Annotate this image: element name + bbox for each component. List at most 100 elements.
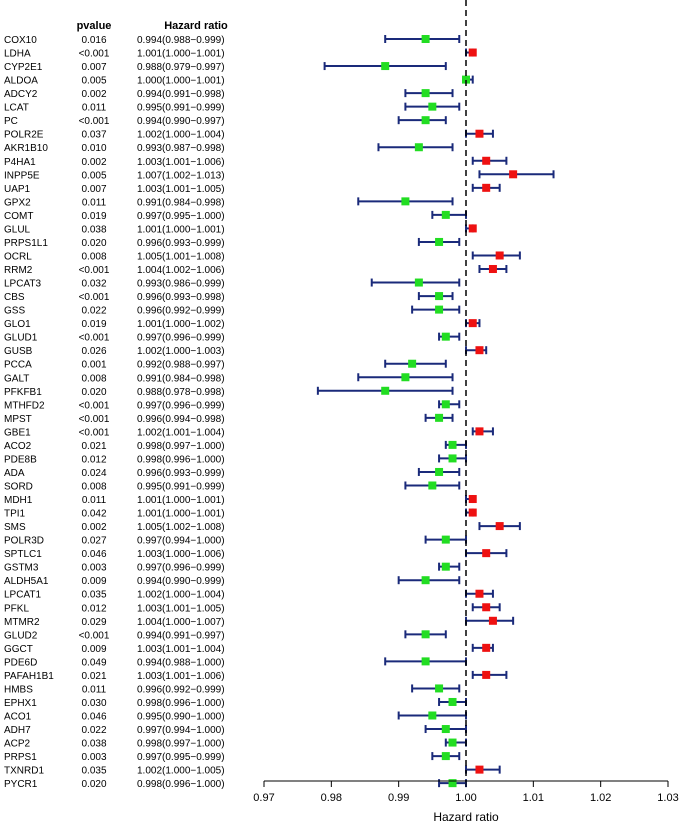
hazard-ratio-point	[495, 251, 504, 260]
hazard-ratio-label: 0.993(0.986−0.999)	[137, 279, 225, 290]
forest-row: ADH7 0.022 0.997(0.994−1.000)	[4, 725, 467, 736]
pvalue-label: 0.022	[81, 306, 106, 317]
hazard-ratio-label: 1.001(1.000−1.001)	[137, 49, 225, 60]
hazard-ratio-label: 0.994(0.991−0.998)	[137, 89, 225, 100]
pvalue-label: 0.002	[81, 522, 106, 533]
gene-label: SPTLC1	[4, 549, 42, 560]
pvalue-label: 0.009	[81, 576, 106, 587]
hazard-ratio-label: 0.988(0.978−0.998)	[137, 387, 225, 398]
forest-row: GGCT 0.009 1.003(1.001−1.004)	[4, 643, 494, 655]
hazard-ratio-label: 1.005(1.002−1.008)	[137, 522, 225, 533]
pvalue-label: 0.003	[81, 563, 106, 574]
hazard-ratio-label: 0.997(0.994−1.000)	[137, 725, 225, 736]
forest-row: RRM2 <0.001 1.004(1.002−1.006)	[4, 265, 508, 276]
hazard-ratio-label: 0.992(0.988−0.997)	[137, 360, 225, 371]
hazard-ratio-label: 1.003(1.001−1.006)	[137, 157, 225, 168]
forest-row: COMT 0.019 0.997(0.995−1.000)	[4, 210, 467, 222]
gene-label: ACO2	[4, 441, 32, 452]
forest-row: PC <0.001 0.994(0.990−0.997)	[4, 116, 447, 127]
hazard-ratio-point	[468, 224, 477, 233]
pvalue-label: 0.002	[81, 89, 106, 100]
pvalue-label: 0.027	[81, 536, 106, 547]
pvalue-label: 0.007	[81, 62, 106, 73]
pvalue-label: 0.035	[81, 590, 106, 601]
pvalue-label: 0.046	[81, 712, 106, 723]
hazard-ratio-point	[441, 562, 450, 571]
hazard-ratio-label: 0.998(0.997−1.000)	[137, 739, 225, 750]
hazard-ratio-point	[435, 467, 444, 476]
hazard-ratio-point	[435, 292, 444, 301]
hazard-ratio-point	[475, 427, 484, 436]
x-tick-label: 0.99	[388, 792, 409, 804]
hazard-ratio-point	[448, 454, 457, 463]
gene-label: GPX2	[4, 197, 31, 208]
hazard-ratio-point	[414, 143, 423, 152]
hazard-ratio-point	[482, 670, 491, 679]
gene-label: LCAT	[4, 103, 29, 114]
hazard-ratio-point	[468, 495, 477, 504]
pvalue-label: <0.001	[79, 49, 110, 60]
pvalue-label: 0.012	[81, 603, 106, 614]
forest-row: P4HA1 0.002 1.003(1.001−1.006)	[4, 156, 508, 168]
pvalue-label: 0.049	[81, 657, 106, 668]
forest-row: GLUL 0.038 1.001(1.000−1.001)	[4, 224, 477, 235]
gene-label: UAP1	[4, 184, 31, 195]
x-axis-label: Hazard ratio	[433, 810, 499, 824]
gene-label: POLR3D	[4, 536, 44, 547]
hazard-ratio-column-header: Hazard ratio	[164, 20, 228, 32]
pvalue-label: 0.020	[81, 779, 106, 790]
gene-label: SMS	[4, 522, 26, 533]
forest-row: PRPS1 0.003 0.997(0.995−0.999)	[4, 752, 461, 763]
hazard-ratio-point	[462, 75, 470, 84]
hazard-ratio-label: 1.002(1.001−1.004)	[137, 427, 225, 438]
forest-row: GLO1 0.019 1.001(1.000−1.002)	[4, 319, 481, 330]
gene-label: GBE1	[4, 427, 31, 438]
pvalue-label: 0.008	[81, 481, 106, 492]
forest-row: ADCY2 0.002 0.994(0.991−0.998)	[4, 89, 454, 100]
pvalue-label: <0.001	[79, 292, 110, 303]
hazard-ratio-label: 0.998(0.996−1.000)	[137, 779, 225, 790]
forest-row: TXNRD1 0.035 1.002(1.000−1.005)	[4, 765, 501, 777]
hazard-ratio-point	[421, 116, 430, 125]
hazard-ratio-label: 0.997(0.995−0.999)	[137, 752, 225, 763]
pvalue-label: 0.038	[81, 224, 106, 235]
gene-label: GLO1	[4, 319, 31, 330]
gene-label: AKR1B10	[4, 143, 48, 154]
gene-label: PC	[4, 116, 18, 127]
pvalue-label: 0.011	[82, 197, 107, 208]
gene-label: LPCAT3	[4, 279, 41, 290]
forest-row: PFKFB1 0.020 0.988(0.978−0.998)	[4, 386, 454, 398]
pvalue-label: <0.001	[79, 265, 110, 276]
hazard-ratio-label: 0.996(0.993−0.998)	[137, 292, 225, 303]
hazard-ratio-point	[381, 62, 390, 71]
x-axis: 0.97 0.98 0.99 1.00 1.01 1.02 1.03	[253, 0, 679, 804]
pvalue-column-header: pvalue	[77, 20, 112, 32]
forest-row: LDHA <0.001 1.001(1.000−1.001)	[4, 48, 477, 60]
hazard-ratio-label: 1.007(1.002−1.013)	[137, 170, 225, 181]
gene-label: PRPS1L1	[4, 238, 48, 249]
x-tick-label: 0.98	[321, 792, 342, 804]
hazard-ratio-label: 0.996(0.992−0.999)	[137, 306, 225, 317]
hazard-ratio-label: 1.002(1.000−1.005)	[137, 766, 225, 777]
forest-row: PFKL 0.012 1.003(1.001−1.005)	[4, 603, 501, 614]
hazard-ratio-point	[414, 278, 423, 287]
hazard-ratio-label: 0.996(0.993−0.999)	[137, 238, 225, 249]
forest-row: GALT 0.008 0.991(0.984−0.998)	[4, 373, 454, 384]
hazard-ratio-point	[435, 684, 444, 693]
forest-row: ADA 0.024 0.996(0.993−0.999)	[4, 467, 461, 479]
hazard-ratio-point	[435, 413, 444, 422]
hazard-ratio-label: 0.995(0.991−0.999)	[137, 481, 225, 492]
forest-row: LPCAT1 0.035 1.002(1.000−1.004)	[4, 589, 494, 601]
gene-label: MPST	[4, 414, 32, 425]
x-tick-label: 1.00	[455, 792, 476, 804]
pvalue-label: <0.001	[79, 116, 110, 127]
hazard-ratio-point	[421, 89, 430, 98]
pvalue-label: 0.011	[82, 684, 107, 695]
hazard-ratio-point	[435, 305, 444, 314]
hazard-ratio-label: 1.003(1.001−1.006)	[137, 671, 225, 682]
forest-rows: COX10 0.016 0.994(0.988−0.999) LDHA <0.001 1.…	[4, 35, 555, 790]
gene-label: PAFAH1B1	[4, 671, 54, 682]
forest-row: GBE1 <0.001 1.002(1.001−1.004)	[4, 427, 494, 438]
gene-label: OCRL	[4, 251, 32, 262]
forest-row: ACO2 0.021 0.998(0.997−1.000)	[4, 440, 467, 452]
